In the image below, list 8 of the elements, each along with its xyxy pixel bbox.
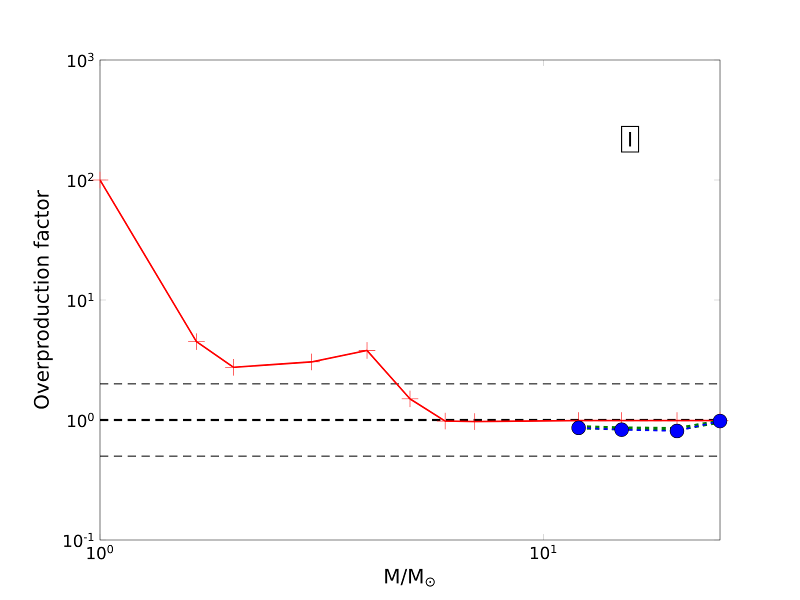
- y-tick-label: 10$^{3}$: [68, 52, 94, 68]
- y-axis-title: Overproduction factor: [33, 190, 53, 409]
- y-tick-label: 10$^{-1}$: [64, 532, 94, 548]
- y-tick-label: 10$^{2}$: [68, 172, 94, 188]
- x-axis-title: M/M$_{⊙}$: [385, 568, 435, 587]
- y-tick-label: 10$^{1}$: [68, 292, 94, 308]
- annotation: I: [629, 132, 632, 146]
- y-tick-label: 10$^{0}$: [68, 412, 94, 428]
